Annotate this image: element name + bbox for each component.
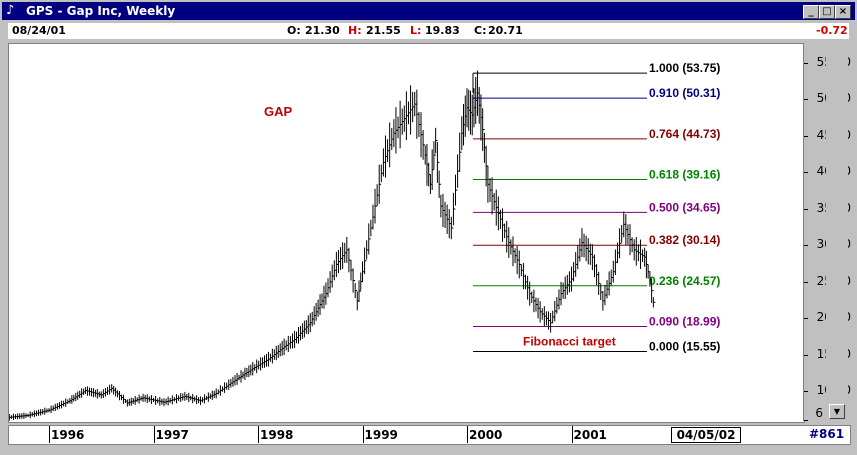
x-tick — [467, 426, 468, 443]
fib-label: 0.500 (34.65) — [649, 200, 720, 214]
close-value: 20.71 — [488, 24, 523, 37]
info-bar: 08/24/01 O: 21.30 H: 21.55 L: 19.83 C: 2… — [8, 23, 849, 39]
fib-label: 0.764 (44.73) — [649, 127, 720, 141]
y-tick — [804, 354, 808, 356]
x-tick — [571, 426, 573, 443]
close-label: C: — [474, 24, 487, 37]
x-tick — [362, 426, 364, 443]
chart-svg: GAP 1.000 (53.75) 0.910 (50.31) 0.764 (44.7… — [9, 61, 720, 421]
fib-label: 0.090 (18.99) — [649, 314, 720, 328]
fib-label: 0.382 (30.14) — [649, 233, 720, 247]
fib-target-annotation: Fibonacci target — [523, 335, 616, 349]
info-date: 08/24/01 — [12, 24, 66, 37]
y-tick — [804, 99, 808, 101]
low-label: L: — [410, 24, 422, 37]
close-button[interactable]: × — [835, 5, 851, 19]
current-date-box[interactable]: 04/05/02 — [671, 427, 741, 443]
y-axis: 55.0050.0045.0040.0035.0030.0025.0020.00… — [803, 43, 851, 422]
x-tick-label: 1996 — [51, 428, 85, 442]
y-tick — [804, 135, 808, 137]
fib-label: 0.618 (39.16) — [649, 167, 720, 181]
x-tick-label: 2000 — [469, 428, 503, 442]
x-tick — [258, 426, 259, 443]
minimize-button[interactable]: _ — [803, 5, 819, 19]
x-tick — [49, 426, 50, 443]
bar-count: #861 — [809, 427, 845, 441]
open-label: O: — [287, 24, 301, 37]
fib-label: 1.000 (53.75) — [649, 61, 720, 75]
y-tick-label: 6 — [815, 406, 823, 420]
high-value: 21.55 — [366, 24, 401, 37]
y-tick — [804, 391, 808, 392]
x-tick-label: 2001 — [573, 428, 607, 442]
price-chart[interactable]: GAP 1.000 (53.75) 0.910 (50.31) 0.764 (44.7… — [8, 43, 805, 423]
y-tick — [804, 63, 808, 64]
y-tick — [804, 281, 808, 283]
vertical-scrollbar[interactable]: ▼ — [826, 43, 848, 421]
x-tick-label: 1999 — [364, 428, 398, 442]
y-tick — [804, 318, 808, 320]
app-icon: ♪ — [6, 3, 15, 18]
x-tick-label: 1997 — [155, 428, 189, 442]
scroll-down-arrow-icon[interactable]: ▼ — [829, 404, 845, 419]
y-tick — [804, 208, 808, 210]
y-tick — [804, 420, 808, 422]
y-tick — [804, 172, 808, 174]
title-bar: ♪ GPS - Gap Inc, Weekly _ □ × — [2, 2, 855, 20]
change-value: -0.72 — [816, 24, 848, 37]
fib-label: 0.000 (15.55) — [649, 340, 720, 354]
low-value: 19.83 — [425, 24, 460, 37]
maximize-button[interactable]: □ — [819, 5, 835, 19]
x-tick — [153, 426, 155, 443]
chart-title: GAP — [264, 104, 293, 119]
fib-label: 0.910 (50.31) — [649, 86, 720, 100]
x-axis-bar: 1996 1997 1998 1999 2000 2001 04/05/02 #861 — [8, 425, 851, 445]
y-tick — [804, 245, 808, 247]
window-title: GPS - Gap Inc, Weekly — [26, 4, 176, 18]
fib-label: 0.236 (24.57) — [649, 274, 720, 288]
high-label: H: — [348, 24, 362, 37]
open-value: 21.30 — [305, 24, 340, 37]
x-tick-label: 1998 — [260, 428, 294, 442]
